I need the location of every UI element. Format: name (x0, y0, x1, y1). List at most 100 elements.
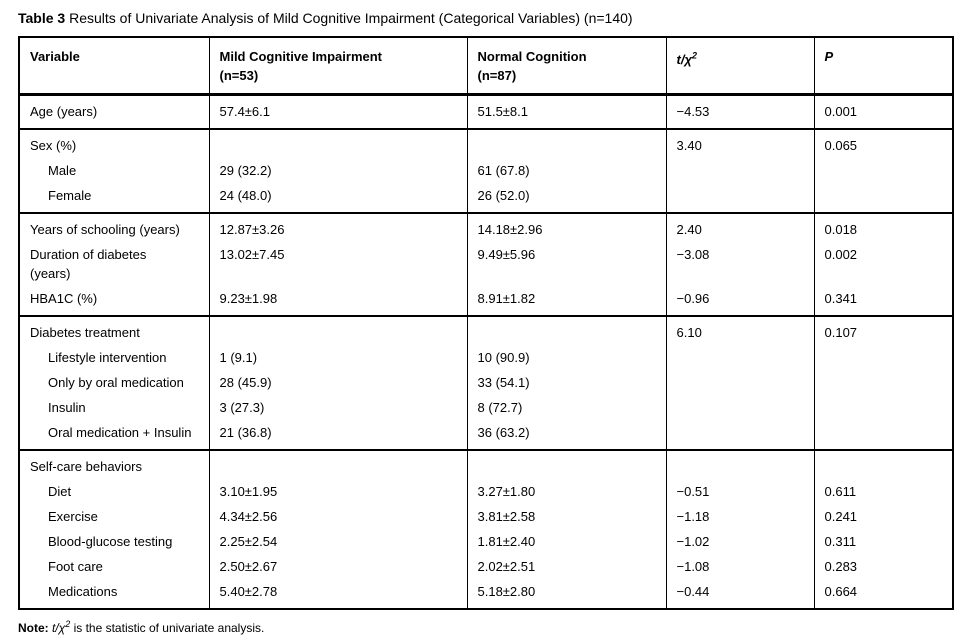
cell-nc: 61 (67.8) (466, 158, 666, 183)
group-schooling-diabetes: Years of schooling (years) 12.87±3.26 14… (19, 213, 953, 316)
statistic-superscript: 2 (691, 51, 697, 61)
cell-statistic (665, 345, 814, 370)
table-row: Duration of diabetes (years) 13.02±7.45 … (19, 242, 953, 286)
cell-statistic (665, 420, 814, 450)
cell-mci: 2.25±2.54 (208, 529, 467, 554)
table-row: Diabetes treatment 6.10 0.107 (19, 316, 953, 345)
cell-statistic: −1.08 (665, 554, 814, 579)
cell-variable: Lifestyle intervention (48, 350, 167, 365)
cell-p (813, 158, 953, 183)
cell-statistic: −4.53 (665, 94, 814, 129)
cell-statistic: 6.10 (665, 316, 814, 345)
cell-mci: 4.34±2.56 (208, 504, 467, 529)
cell-mci: 3 (27.3) (208, 395, 467, 420)
footnote-statistic-superscript: 2 (65, 619, 71, 629)
cell-mci: 12.87±3.26 (208, 213, 467, 242)
cell-variable: Exercise (48, 509, 98, 524)
cell-p: 0.065 (813, 129, 953, 158)
cell-variable: Only by oral medication (48, 375, 184, 390)
col-header-mci: Mild Cognitive Impairment (n=53) (208, 37, 467, 96)
table-row: Insulin 3 (27.3) 8 (72.7) (19, 395, 953, 420)
cell-p (813, 450, 953, 479)
cell-p: 0.664 (813, 579, 953, 609)
group-diabetes-treatment: Diabetes treatment 6.10 0.107 Lifestyle … (19, 316, 953, 450)
cell-variable: Sex (%) (30, 138, 77, 153)
cell-nc: 8.91±1.82 (466, 286, 666, 316)
cell-variable: Insulin (48, 400, 86, 415)
cell-nc: 5.18±2.80 (466, 579, 666, 609)
cell-p (813, 395, 953, 420)
cell-p: 0.283 (813, 554, 953, 579)
table-row: Foot care 2.50±2.67 2.02±2.51 −1.08 0.28… (19, 554, 953, 579)
table-row: Female 24 (48.0) 26 (52.0) (19, 183, 953, 213)
cell-variable: Diabetes treatment (30, 325, 140, 340)
p-symbol: P (824, 49, 834, 64)
header-row: Variable Mild Cognitive Impairment (n=53… (19, 37, 953, 96)
table-row: Medications 5.40±2.78 5.18±2.80 −0.44 0.… (19, 579, 953, 609)
cell-statistic: 3.40 (665, 129, 814, 158)
cell-variable: Diet (48, 484, 72, 499)
cell-variable: Foot care (48, 559, 103, 574)
footnote-text: is the statistic of univariate analysis. (70, 621, 265, 635)
cell-nc: 8 (72.7) (466, 395, 666, 420)
cell-mci: 24 (48.0) (208, 183, 467, 213)
footnote-statistic-base: t/χ (48, 621, 66, 635)
cell-mci: 1 (9.1) (208, 345, 467, 370)
cell-variable: Blood-glucose testing (48, 534, 173, 549)
table-header: Variable Mild Cognitive Impairment (n=53… (19, 37, 953, 96)
table-row: Diet 3.10±1.95 3.27±1.80 −0.51 0.611 (19, 479, 953, 504)
cell-nc: 1.81±2.40 (466, 529, 666, 554)
cell-nc: 2.02±2.51 (466, 554, 666, 579)
table-row: Years of schooling (years) 12.87±3.26 14… (19, 213, 953, 242)
cell-mci: 2.50±2.67 (208, 554, 467, 579)
cell-variable: Female (48, 188, 92, 203)
statistic-symbol: t/χ (676, 52, 692, 68)
cell-variable: Self-care behaviors (30, 459, 142, 474)
cell-p: 0.611 (813, 479, 953, 504)
cell-p: 0.241 (813, 504, 953, 529)
table-row: Age (years) 57.4±6.1 51.5±8.1 −4.53 0.00… (19, 94, 953, 129)
cell-nc: 10 (90.9) (466, 345, 666, 370)
cell-p: 0.002 (813, 242, 953, 286)
table-row: Self-care behaviors (19, 450, 953, 479)
cell-p: 0.311 (813, 529, 953, 554)
group-sex: Sex (%) 3.40 0.065 Male 29 (32.2) 61 (67… (19, 129, 953, 213)
cell-nc: 14.18±2.96 (466, 213, 666, 242)
cell-statistic: −1.18 (665, 504, 814, 529)
cell-variable: Age (years) (30, 104, 98, 119)
cell-nc: 51.5±8.1 (466, 94, 666, 129)
cell-p: 0.107 (813, 316, 953, 345)
cell-mci: 29 (32.2) (208, 158, 467, 183)
cell-p (813, 345, 953, 370)
cell-p: 0.341 (813, 286, 953, 316)
cell-statistic: −0.96 (665, 286, 814, 316)
cell-variable: Duration of diabetes (years) (30, 247, 147, 281)
table-row: Only by oral medication 28 (45.9) 33 (54… (19, 370, 953, 395)
results-table: Variable Mild Cognitive Impairment (n=53… (18, 36, 954, 610)
table-row: Male 29 (32.2) 61 (67.8) (19, 158, 953, 183)
cell-nc (466, 316, 666, 345)
footnote-statistic-symbol: t/χ2 (48, 619, 71, 635)
table-row: Exercise 4.34±2.56 3.81±2.58 −1.18 0.241 (19, 504, 953, 529)
cell-mci: 9.23±1.98 (208, 286, 467, 316)
cell-p (813, 420, 953, 450)
cell-mci (208, 129, 467, 158)
cell-nc: 33 (54.1) (466, 370, 666, 395)
cell-variable: HBA1C (%) (30, 291, 98, 306)
cell-mci: 57.4±6.1 (208, 94, 467, 129)
cell-mci: 13.02±7.45 (208, 242, 467, 286)
cell-nc: 3.81±2.58 (466, 504, 666, 529)
cell-nc: 36 (63.2) (466, 420, 666, 450)
table-row: Blood-glucose testing 2.25±2.54 1.81±2.4… (19, 529, 953, 554)
col-header-variable: Variable (19, 37, 209, 96)
cell-statistic (665, 395, 814, 420)
cell-nc (466, 450, 666, 479)
col-header-normal-cognition: Normal Cognition (n=87) (466, 37, 666, 96)
group-self-care: Self-care behaviors Diet 3.10±1.95 3.27±… (19, 450, 953, 609)
cell-mci: 3.10±1.95 (208, 479, 467, 504)
cell-variable: Male (48, 163, 77, 178)
cell-statistic: −0.44 (665, 579, 814, 609)
cell-statistic (665, 158, 814, 183)
cell-variable: Years of schooling (years) (30, 222, 180, 237)
